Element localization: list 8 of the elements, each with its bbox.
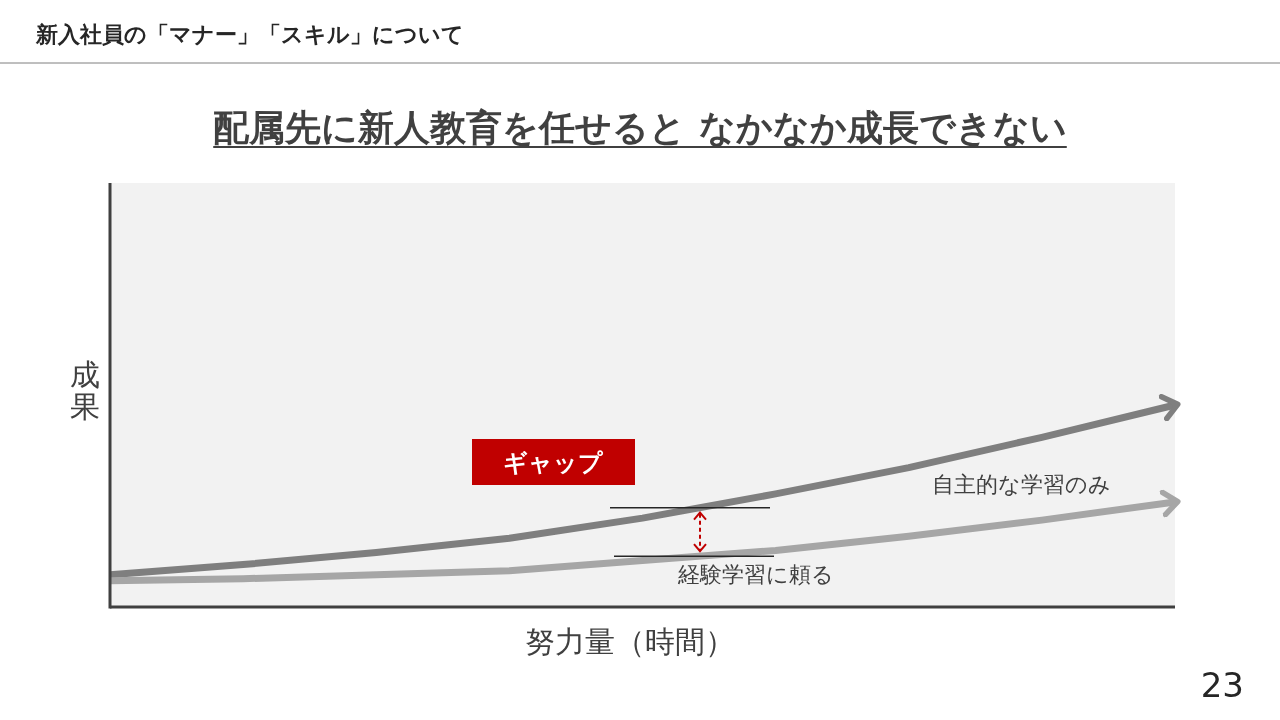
series-label: 経験学習に頼る <box>676 562 834 588</box>
x-axis-title: 努力量（時間） <box>525 624 735 659</box>
y-axis-title: 成果 <box>70 357 100 424</box>
series-label: 自主的な学習のみ <box>932 472 1112 498</box>
text: 23 <box>1200 665 1244 705</box>
chart-title: 新入社員の「マナー」「スキル」について <box>35 22 464 47</box>
chart-subtitle: 配属先に新人教育を任せると なかなか成長できない <box>213 107 1067 148</box>
annotation: ギャップ <box>503 449 604 477</box>
